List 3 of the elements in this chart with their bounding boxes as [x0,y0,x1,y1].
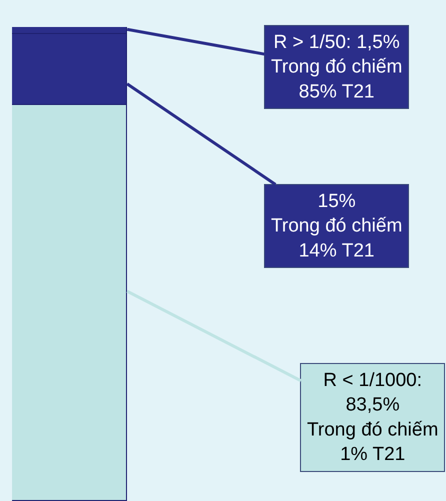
data-label: R < 1/1000: 83,5% Trong đó chiếm 1% T21 [307,370,438,466]
data-label: R > 1/50: 1,5% Trong đó chiếm 85% T21 [271,32,402,102]
data-label: 15% Trong đó chiếm 14% T21 [271,191,402,262]
